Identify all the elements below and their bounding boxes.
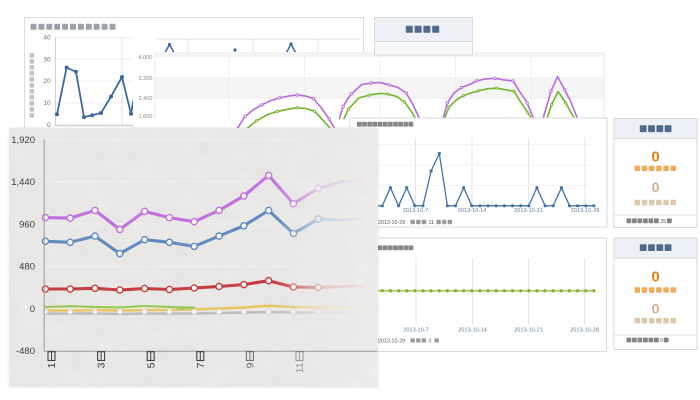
svg-text:4,000: 4,000: [139, 55, 153, 61]
svg-text:2013-10-7: 2013-10-7: [403, 208, 429, 214]
svg-text:20: 20: [43, 78, 51, 85]
svg-text:2013-10-7: 2013-10-7: [403, 328, 429, 334]
svg-text:0: 0: [651, 269, 659, 286]
svg-text:0: 0: [429, 338, 432, 344]
svg-text:2013-10-28: 2013-10-28: [570, 328, 599, 334]
svg-text:2013-10-21: 2013-10-21: [514, 328, 543, 334]
svg-text:2,400: 2,400: [139, 96, 153, 102]
svg-text:2013-10-21: 2013-10-21: [514, 208, 543, 214]
svg-text:0: 0: [652, 301, 660, 317]
svg-text:30: 30: [43, 56, 51, 63]
svg-text:1,920: 1,920: [11, 135, 35, 146]
svg-text:3,200: 3,200: [139, 76, 153, 82]
svg-text:2013-10-29: 2013-10-29: [378, 338, 405, 344]
svg-text:9: 9: [245, 362, 257, 368]
svg-text:7: 7: [195, 362, 207, 368]
svg-text:0: 0: [660, 338, 663, 344]
svg-text:40: 40: [43, 35, 51, 42]
svg-text:480: 480: [19, 262, 35, 273]
svg-text:960: 960: [19, 219, 35, 230]
svg-text:1,600: 1,600: [139, 114, 153, 120]
svg-text:2013-10-28: 2013-10-28: [571, 208, 600, 214]
svg-text:3: 3: [96, 362, 108, 368]
svg-text:11: 11: [429, 220, 435, 226]
svg-text:1,440: 1,440: [11, 177, 35, 188]
svg-text:2013-10-29: 2013-10-29: [378, 220, 405, 226]
svg-text:25: 25: [660, 219, 666, 225]
svg-text:1: 1: [46, 362, 58, 368]
svg-text:5: 5: [145, 362, 157, 368]
svg-text:0: 0: [30, 304, 35, 315]
svg-text:0: 0: [47, 122, 51, 129]
svg-text:11: 11: [294, 362, 306, 373]
svg-text:0: 0: [651, 149, 659, 166]
svg-text:0: 0: [652, 179, 660, 195]
svg-text:10: 10: [43, 100, 51, 107]
svg-text:2013-10-14: 2013-10-14: [458, 328, 487, 334]
svg-text:2013-10-14: 2013-10-14: [458, 208, 487, 214]
svg-text:-480: -480: [16, 346, 35, 357]
